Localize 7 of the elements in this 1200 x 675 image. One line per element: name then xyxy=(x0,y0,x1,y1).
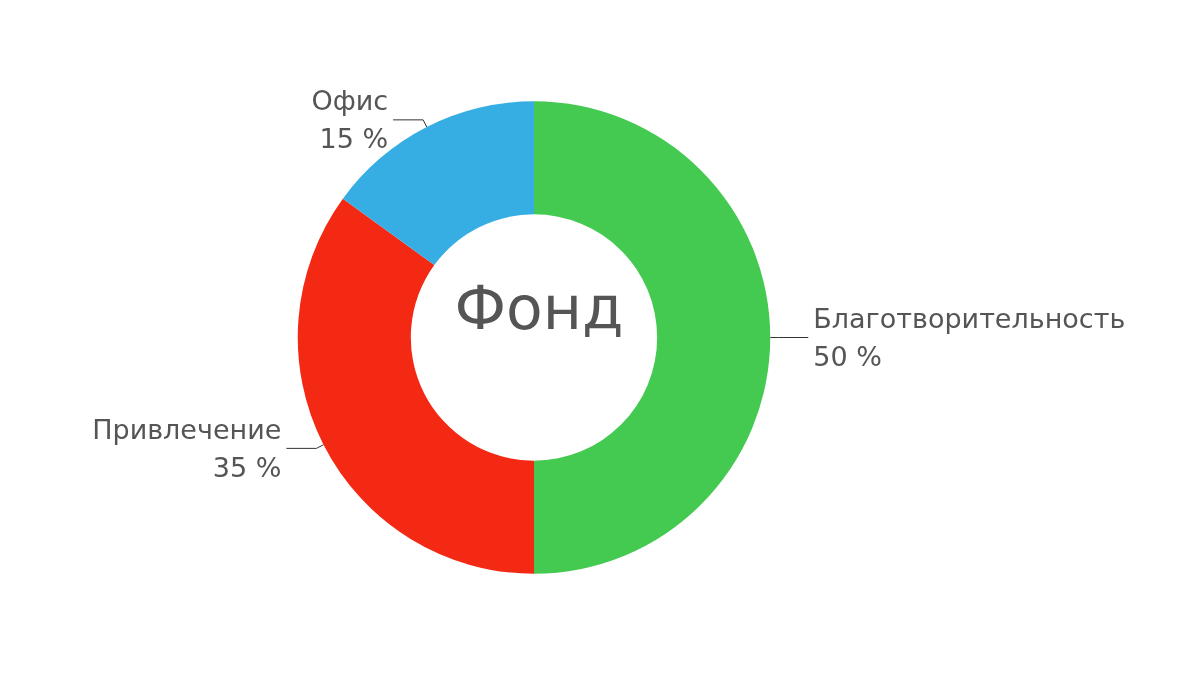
slice-label: Благотворительность xyxy=(813,303,1126,334)
data-label: 35 % xyxy=(212,451,282,483)
slice-label: Офис xyxy=(311,85,389,117)
text: Фонд xyxy=(454,272,624,343)
data-label: 50 % xyxy=(813,341,882,372)
slice-label: Привлечение xyxy=(92,413,282,445)
data-label: 15 % xyxy=(319,123,389,155)
